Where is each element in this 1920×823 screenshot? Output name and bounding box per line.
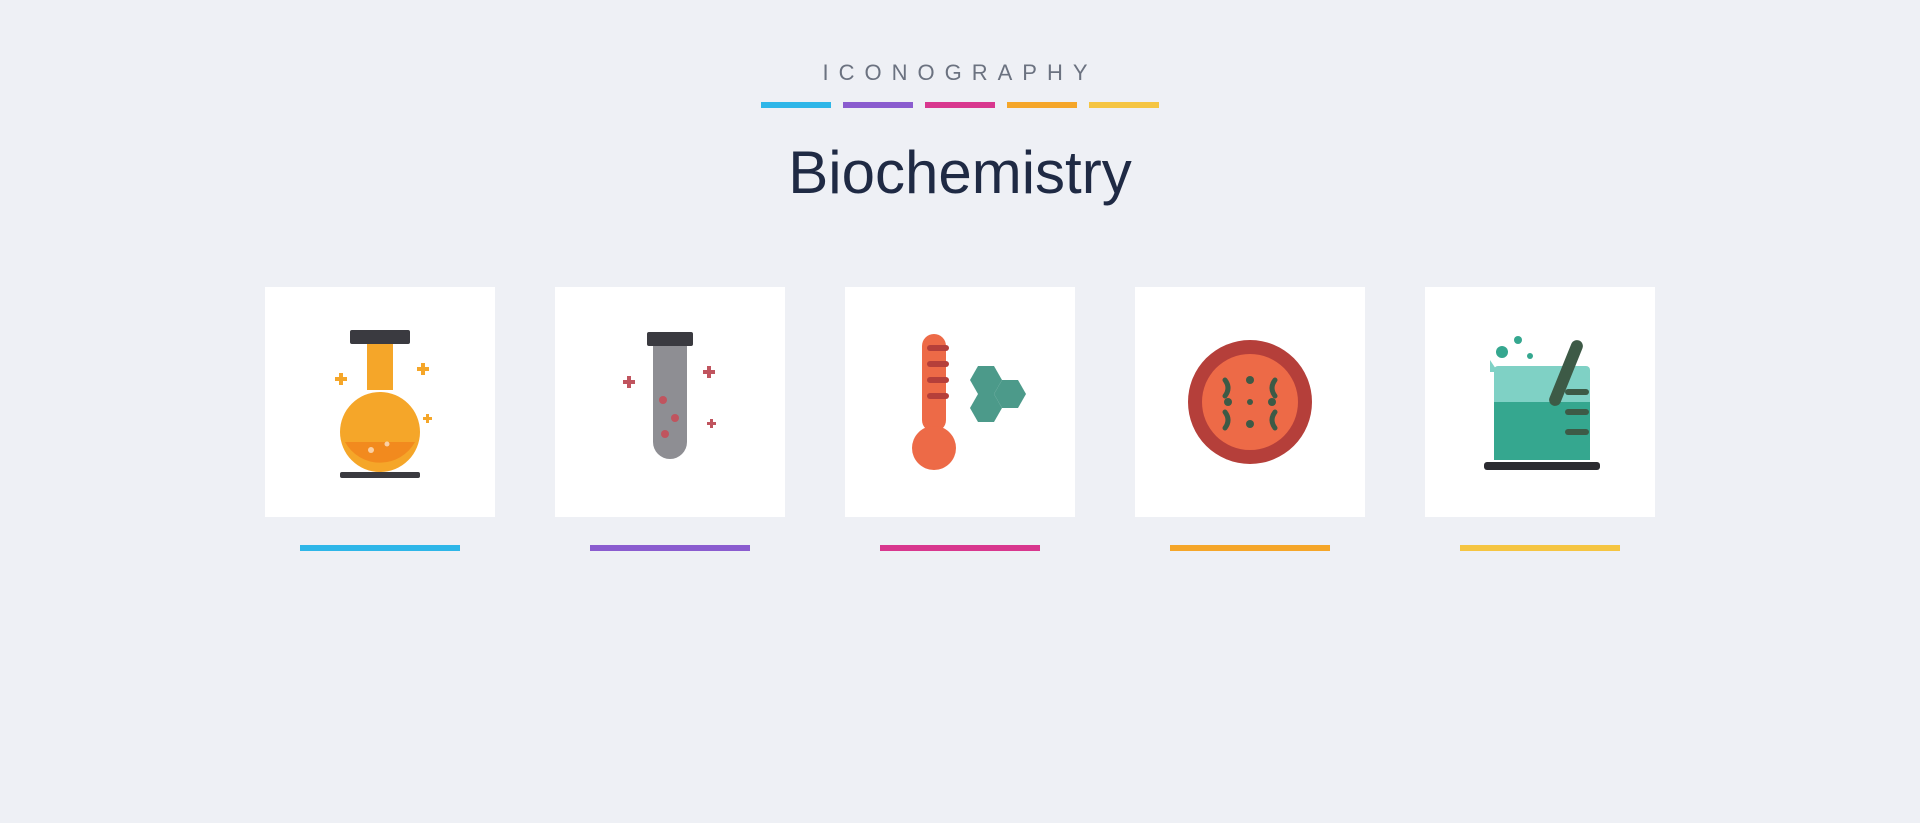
icon-card xyxy=(1135,287,1365,551)
round-flask-icon xyxy=(265,287,495,517)
swatch-yellow xyxy=(1089,102,1159,108)
icon-card xyxy=(1425,287,1655,551)
card-underline xyxy=(590,545,750,551)
icon-card xyxy=(555,287,785,551)
page-title: Biochemistry xyxy=(755,138,1165,207)
icon-card xyxy=(845,287,1075,551)
icon-card xyxy=(265,287,495,551)
icon-row xyxy=(265,287,1655,551)
card-underline xyxy=(1460,545,1620,551)
swatch-purple xyxy=(843,102,913,108)
beaker-icon xyxy=(1425,287,1655,517)
swatch-orange xyxy=(1007,102,1077,108)
swatch-magenta xyxy=(925,102,995,108)
card-underline xyxy=(1170,545,1330,551)
petri-dish-icon xyxy=(1135,287,1365,517)
swatch-blue xyxy=(761,102,831,108)
card-underline xyxy=(880,545,1040,551)
palette-bar xyxy=(755,102,1165,108)
card-underline xyxy=(300,545,460,551)
test-tube-icon xyxy=(555,287,785,517)
eyebrow-text: ICONOGRAPHY xyxy=(755,60,1165,86)
thermometer-hex-icon xyxy=(845,287,1075,517)
header: ICONOGRAPHY Biochemistry xyxy=(755,60,1165,287)
